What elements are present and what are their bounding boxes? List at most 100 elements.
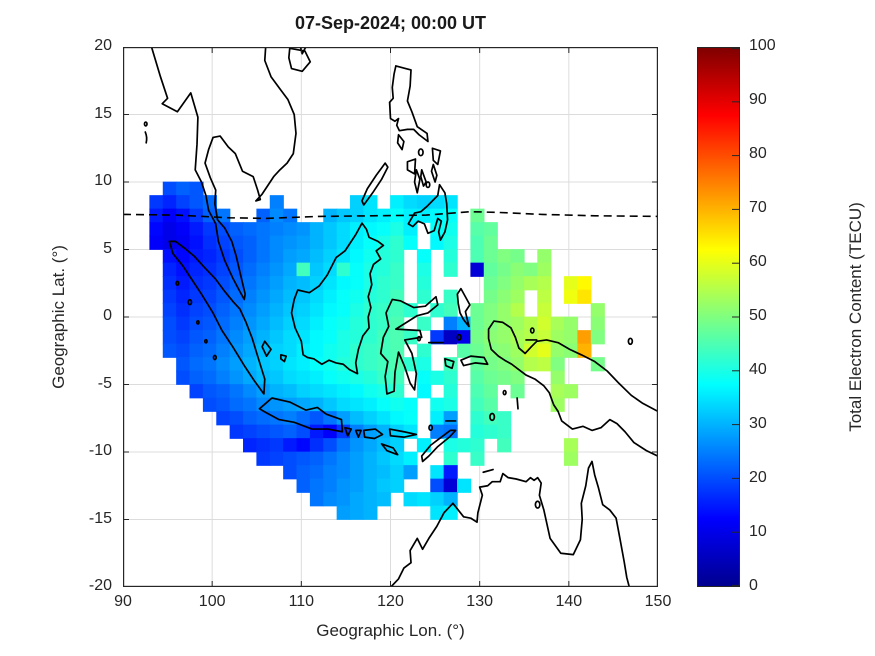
tec-heatmap-layer	[149, 181, 605, 520]
tec-cell	[537, 276, 552, 291]
tec-cell	[202, 249, 217, 264]
coastline-nias	[188, 300, 191, 305]
tec-cell	[309, 478, 324, 493]
colorbar-tick-label: 40	[749, 361, 767, 378]
coastline-sulawesi	[381, 297, 438, 394]
tec-cell	[202, 357, 217, 372]
tec-cell	[176, 316, 191, 331]
coastline-andaman-dot	[144, 122, 146, 126]
tec-cell	[430, 303, 445, 318]
tec-cell	[390, 397, 405, 412]
coastline-simeulue	[176, 281, 178, 285]
tec-cell	[376, 397, 391, 412]
tec-cell	[470, 451, 485, 466]
tec-cell	[564, 276, 579, 291]
tec-cell	[390, 222, 405, 237]
tec-cell	[350, 370, 365, 385]
tec-cell	[350, 451, 365, 466]
tec-cell	[162, 276, 177, 291]
tec-cell	[323, 316, 338, 331]
tec-cell	[483, 289, 498, 304]
tec-cell	[256, 316, 271, 331]
tec-cell	[350, 357, 365, 372]
tec-cell	[189, 181, 204, 196]
y-tick-label: -5	[97, 374, 112, 392]
tec-cell	[416, 262, 431, 277]
tec-cell	[283, 276, 298, 291]
tec-cell	[243, 343, 258, 358]
tec-cell	[443, 289, 458, 304]
tec-cell	[416, 316, 431, 331]
tec-cell	[296, 316, 311, 331]
tec-cell	[176, 303, 191, 318]
tec-cell	[537, 249, 552, 264]
tec-cell	[363, 330, 378, 345]
tec-cell	[483, 262, 498, 277]
coastline-palawan	[362, 163, 388, 205]
tec-cell	[363, 289, 378, 304]
tec-cell	[283, 330, 298, 345]
tec-cell	[336, 276, 351, 291]
tec-cell	[309, 411, 324, 426]
tec-cell	[564, 384, 579, 399]
tec-cell	[363, 424, 378, 439]
tec-cell	[416, 195, 431, 210]
tec-cell	[390, 249, 405, 264]
y-tick-label: 20	[94, 37, 112, 54]
tec-cell	[296, 370, 311, 385]
tec-cell	[309, 397, 324, 412]
coastline-bangka	[262, 341, 271, 356]
tec-cell	[202, 343, 217, 358]
map-canvas	[123, 47, 658, 587]
coastline-banggai	[418, 337, 421, 341]
tec-cell	[229, 222, 244, 237]
coastline-hainan	[289, 47, 310, 71]
colorbar-tick-label: 50	[749, 307, 767, 324]
tec-cell	[162, 316, 177, 331]
tec-cell	[497, 343, 512, 358]
tec-cell	[309, 262, 324, 277]
tec-cell	[162, 303, 177, 318]
tec-cell	[497, 249, 512, 264]
coastline-alor	[429, 425, 432, 430]
tec-cell	[336, 411, 351, 426]
coastline-aru	[517, 398, 518, 409]
tec-cell	[189, 262, 204, 277]
tec-cell	[363, 343, 378, 358]
tec-cell	[497, 303, 512, 318]
colorbar-label: Total Electron Content (TECU)	[846, 202, 865, 432]
tec-cell	[176, 370, 191, 385]
tec-cell	[176, 181, 191, 196]
tec-cell	[350, 492, 365, 507]
coastline-negros	[415, 170, 420, 193]
tec-cell	[497, 262, 512, 277]
tec-cell	[416, 249, 431, 264]
tec-cell	[470, 411, 485, 426]
tec-cell	[283, 438, 298, 453]
tec-cell	[483, 357, 498, 372]
tec-cell	[443, 465, 458, 480]
tec-cell	[376, 492, 391, 507]
tec-cell	[283, 235, 298, 250]
tec-cell	[323, 424, 338, 439]
tec-cell	[483, 249, 498, 264]
tec-cell	[390, 478, 405, 493]
tec-cell	[483, 276, 498, 291]
tec-cell	[510, 289, 525, 304]
tec-cell	[189, 384, 204, 399]
tec-cell	[243, 397, 258, 412]
tec-cell	[269, 384, 284, 399]
tec-cell	[336, 492, 351, 507]
coastline-obi	[457, 335, 461, 340]
tec-cell	[229, 303, 244, 318]
tec-cell	[403, 330, 418, 345]
colorbar-tick-label: 90	[749, 91, 767, 108]
tec-cell	[202, 235, 217, 250]
tec-cell	[483, 424, 498, 439]
tec-cell	[296, 289, 311, 304]
tec-cell	[216, 208, 231, 223]
tec-cell	[416, 438, 431, 453]
tec-cell	[510, 370, 525, 385]
tec-cell	[443, 424, 458, 439]
